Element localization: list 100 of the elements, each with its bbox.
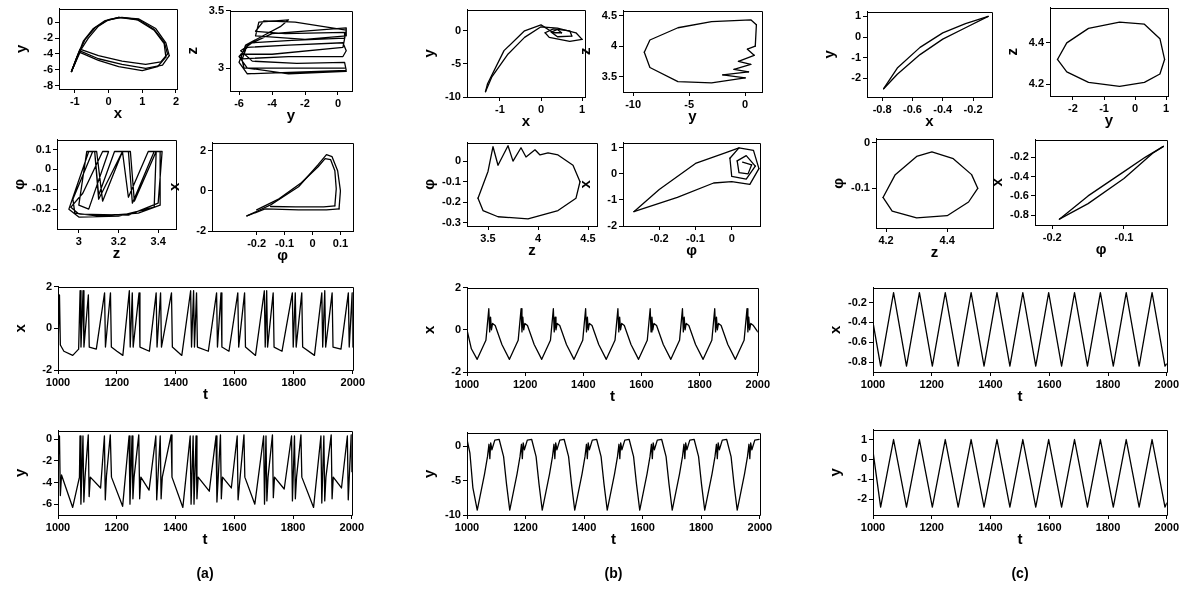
x-axis-title: y (1104, 111, 1114, 129)
x-tick-label: 1 (579, 102, 586, 115)
x-axis-title: t (202, 385, 208, 403)
x-axis-title: t (1017, 530, 1023, 548)
x-tick-label: 4.4 (939, 233, 956, 246)
x-tick-label: 1000 (860, 377, 886, 390)
y-tick-label: 1 (610, 140, 617, 153)
y-tick-label: -2 (451, 365, 461, 378)
x-tick-label: 0 (105, 94, 112, 107)
x-tick-label: -0.1 (275, 236, 295, 249)
y-axis-title: y (12, 43, 30, 53)
y-tick-label: -0.2 (32, 202, 51, 215)
x-tick-label: -1 (1099, 101, 1109, 114)
x-axis-title: t (1017, 387, 1023, 405)
x-tick-label: 2000 (1154, 520, 1180, 533)
y-tick-label: 4 (610, 39, 618, 52)
y-tick-label: -0.2 (1010, 150, 1029, 163)
x-tick-label: 0 (334, 96, 342, 109)
y-axis-title: φ (420, 178, 438, 190)
text: (c) (1010, 565, 1030, 581)
y-tick-label: -0.4 (1010, 169, 1030, 182)
x-axis-title: z (528, 241, 536, 259)
y-tick-label: 0 (199, 183, 206, 196)
y-axis-title: x (576, 179, 594, 189)
x-tick-label: 3.4 (150, 234, 167, 247)
y-axis-title: x (11, 323, 29, 333)
y-tick-label: 0 (45, 432, 52, 445)
x-tick-label: 4 (534, 231, 542, 244)
x-tick-label: 1400 (978, 520, 1003, 533)
y-tick-label: -5 (451, 473, 461, 486)
x-tick-label: -0.1 (1114, 230, 1134, 243)
y-tick-label: 2 (199, 143, 206, 156)
y-tick-label: -0.2 (442, 195, 461, 208)
x-tick-label: 0 (537, 102, 545, 115)
y-tick-label: 0 (454, 439, 461, 452)
y-tick-label: -1 (851, 50, 861, 63)
y-axis-title: z (183, 47, 201, 55)
x-tick-label: 3.2 (110, 234, 127, 247)
x-tick-label: 1200 (919, 377, 944, 390)
x-tick-label: -5 (684, 97, 695, 110)
x-tick-label: 2000 (340, 375, 366, 388)
x-tick-label: 0.1 (332, 236, 349, 249)
y-tick-label: -2 (857, 492, 867, 505)
y-axis-title: φ (829, 177, 847, 189)
y-tick-label: -2 (851, 71, 861, 84)
x-tick-label: 1000 (454, 377, 480, 390)
text: (b) (603, 565, 624, 581)
x-tick-label: 1600 (1037, 520, 1062, 533)
y-axis-title: x (420, 324, 438, 334)
x-tick-label: 1800 (280, 520, 306, 533)
y-tick-label: -1 (857, 472, 867, 485)
x-tick-label: 2000 (745, 377, 771, 390)
x-tick-label: 1200 (512, 377, 538, 390)
y-tick-label: -0.1 (851, 181, 870, 194)
x-tick-label: -0.8 (872, 102, 892, 115)
y-tick-label: -0.2 (848, 295, 867, 308)
y-tick-label: 2 (45, 279, 52, 292)
y-tick-label: -6 (43, 62, 53, 75)
x-tick-label: 4.5 (580, 231, 596, 244)
x-tick-label: -0.6 (902, 102, 922, 115)
y-tick-label: 0 (610, 166, 617, 179)
y-tick-label: -8 (43, 78, 53, 91)
x-axis-title: φ (277, 246, 289, 264)
y-axis-title: x (988, 177, 1006, 187)
x-axis-title: z (112, 244, 121, 262)
x-tick-label: 1800 (1095, 520, 1121, 533)
y-tick-label: 0 (454, 23, 461, 36)
y-tick-label: -2 (607, 219, 617, 232)
y-tick-label: -0.4 (848, 315, 868, 328)
x-tick-label: 1600 (222, 520, 247, 533)
x-tick-label: -1 (69, 94, 80, 107)
y-tick-label: -2 (43, 31, 53, 44)
x-axis-title: φ (1095, 240, 1107, 258)
x-tick-label: 1000 (860, 520, 886, 533)
y-tick-label: -0.1 (442, 174, 461, 187)
x-tick-label: 2 (172, 94, 180, 107)
y-tick-label: -0.1 (32, 182, 51, 195)
y-tick-label: -10 (445, 508, 461, 521)
x-tick-label: 1400 (163, 375, 189, 388)
y-tick-label: 0.1 (35, 142, 51, 155)
x-axis-title: x (113, 104, 123, 122)
text: (a) (195, 565, 215, 581)
x-tick-label: -6 (234, 96, 244, 109)
y-tick-label: -4 (43, 47, 54, 60)
x-tick-label: 1600 (629, 377, 654, 390)
x-tick-label: 1600 (1037, 377, 1062, 390)
x-tick-label: 1000 (45, 375, 71, 388)
x-tick-label: 0 (728, 231, 735, 244)
x-axis-title: φ (686, 241, 698, 259)
y-axis-title: y (420, 48, 438, 58)
x-tick-label: -0.2 (247, 236, 267, 249)
x-axis-title: y (688, 107, 698, 125)
x-tick-label: 1800 (1095, 377, 1121, 390)
y-tick-label: 4.5 (601, 8, 617, 21)
x-tick-label: 1400 (163, 520, 188, 533)
x-tick-label: 1200 (919, 520, 944, 533)
x-tick-label: 0 (1132, 101, 1139, 114)
x-tick-label: 1200 (513, 520, 538, 533)
x-tick-label: 1 (139, 94, 146, 107)
y-tick-label: -0.8 (1010, 208, 1029, 221)
